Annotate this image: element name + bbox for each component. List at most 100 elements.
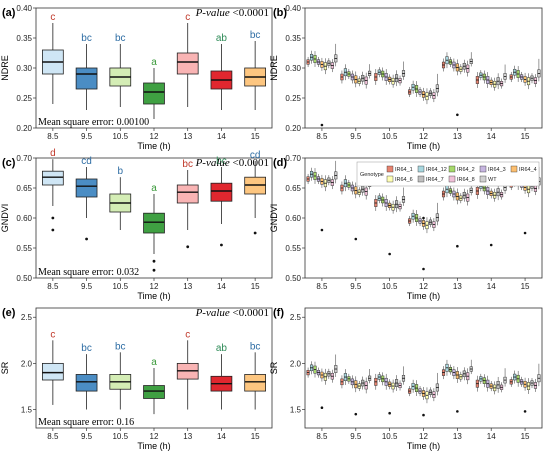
- legend-swatch: [386, 165, 394, 173]
- y-axis-title: GNDVI: [269, 204, 279, 233]
- y-tick-label: 0.65: [285, 184, 301, 193]
- outlier-point: [523, 410, 527, 413]
- outlier-point: [85, 237, 88, 241]
- x-axis-title: Time (h): [407, 291, 440, 301]
- panel-e: (e) 1.5 2.0 2.5 SR 8.5 9.5 10.5 12 13 14 15 Time (h)…: [0, 307, 273, 451]
- legend-entry: IR64_3: [488, 167, 506, 173]
- significance-letter: bc: [115, 341, 126, 352]
- box-body: [143, 385, 165, 399]
- y-tick-label: 2.0: [290, 359, 302, 368]
- outlier-point: [152, 259, 156, 263]
- box-body: [143, 82, 165, 105]
- outlier-point: [320, 123, 324, 127]
- legend-frame: [356, 161, 540, 187]
- x-axis-title: Time (h): [137, 141, 170, 151]
- legend-entry: IR64_1: [395, 167, 413, 173]
- x-tick-label: 14: [217, 132, 226, 141]
- x-tick-label: 13: [453, 432, 462, 441]
- x-tick-label: 13: [183, 282, 192, 291]
- x-tick-label: 12: [419, 432, 428, 441]
- x-tick-label: 14: [217, 282, 226, 291]
- x-tick-label: 14: [487, 132, 496, 141]
- significance-letter: d: [50, 148, 56, 159]
- box-body: [42, 362, 64, 381]
- x-tick-label: 10.5: [382, 282, 398, 291]
- x-tick-label: 10.5: [112, 282, 128, 291]
- y-tick-label: 0.25: [285, 94, 301, 103]
- outlier-point: [456, 113, 459, 117]
- box-body: [210, 182, 233, 202]
- panel-a: (a) 0.20 0.25 0.30 0.35 0.40 NDRE 8.5 9.5 10.5 12 1…: [0, 4, 273, 151]
- significance-letter: c: [185, 12, 190, 23]
- legend-entry: IR64_4: [519, 167, 537, 173]
- panel-label: (e): [2, 307, 16, 319]
- p-value-annotation: P-value <0.0001: [195, 7, 269, 19]
- legend-entry: IR64_8: [457, 177, 475, 183]
- y-tick-label: 0.40: [16, 4, 32, 13]
- x-tick-label: 8.5: [47, 282, 59, 291]
- x-tick-label: 9.5: [350, 132, 362, 141]
- outlier-point: [320, 228, 324, 232]
- y-tick-label: 0.20: [16, 124, 32, 133]
- legend-swatch: [417, 165, 425, 173]
- x-tick-label: 14: [487, 282, 496, 291]
- y-tick-label: 0.55: [285, 244, 301, 253]
- x-tick-label: 15: [251, 432, 260, 441]
- mean-square-error-note: Mean square error: 0.00100: [38, 117, 149, 128]
- box-body: [75, 67, 98, 90]
- x-axis-title: Time (h): [407, 441, 440, 451]
- panel-b: (b) 0.20 0.25 0.30 0.35 0.40 NDRE 8.5 9.5 10.5 12 1…: [269, 4, 543, 151]
- outlier-point: [354, 237, 358, 241]
- y-tick-label: 0.65: [16, 184, 32, 193]
- outlier-point: [489, 243, 493, 247]
- box-body: [143, 212, 165, 234]
- significance-letter: cd: [250, 150, 261, 161]
- outlier-point: [422, 267, 425, 271]
- panel-label: (f): [273, 307, 284, 319]
- legend-entry: IR64_7: [426, 177, 444, 183]
- outlier-point: [51, 216, 55, 220]
- plot-frame: [304, 307, 543, 429]
- significance-letter: bc: [250, 30, 261, 41]
- significance-letter: a: [151, 57, 157, 68]
- significance-letter: c: [50, 12, 55, 23]
- significance-letter: a: [151, 357, 157, 368]
- x-tick-label: 15: [521, 432, 530, 441]
- plot-frame: [304, 7, 543, 129]
- legend-swatch: [510, 165, 518, 173]
- outlier-point: [220, 243, 223, 247]
- legend-entry: IR64_12: [426, 167, 447, 173]
- p-value-annotation: P-value <0.0001: [195, 157, 269, 169]
- x-tick-label: 8.5: [316, 132, 328, 141]
- x-tick-label: 8.5: [47, 132, 59, 141]
- x-axis-title: Time (h): [407, 141, 440, 151]
- y-axis-title: NDRE: [269, 55, 279, 81]
- p-value-text: <0.0001: [233, 7, 269, 19]
- x-tick-label: 13: [453, 282, 462, 291]
- significance-letter: bc: [115, 33, 126, 44]
- legend-swatch: [448, 165, 456, 173]
- mean-square-error-note: Mean square error: 0.032: [38, 267, 139, 278]
- x-tick-label: 12: [419, 282, 428, 291]
- genotype-legend: Genotype IR64_1 IR64_12 IR64_2 IR64_3 IR64_4 I…: [356, 161, 540, 187]
- panel-d: (d) 0.50 0.55 0.60 0.65 0.70 GNDVI 8.5 9.5 10.5 12…: [269, 154, 543, 301]
- outlier-point: [186, 245, 190, 249]
- x-tick-label: 8.5: [316, 432, 328, 441]
- outlier-point: [422, 216, 425, 220]
- y-tick-label: 0.60: [16, 214, 32, 223]
- legend-swatch: [479, 175, 487, 183]
- p-value-label: P-value: [195, 157, 233, 169]
- outlier-point: [152, 268, 156, 272]
- panel-label: (b): [273, 7, 287, 19]
- y-tick-label: 0.55: [16, 244, 32, 253]
- y-tick-label: 0.50: [285, 274, 301, 283]
- y-tick-label: 0.30: [285, 64, 301, 73]
- outlier-point: [456, 410, 459, 413]
- significance-letter: cd: [81, 156, 92, 167]
- x-tick-label: 9.5: [350, 282, 362, 291]
- box-body: [176, 52, 199, 75]
- significance-letter: ab: [216, 33, 228, 44]
- x-tick-label: 12: [150, 132, 159, 141]
- legend-swatch: [417, 175, 425, 183]
